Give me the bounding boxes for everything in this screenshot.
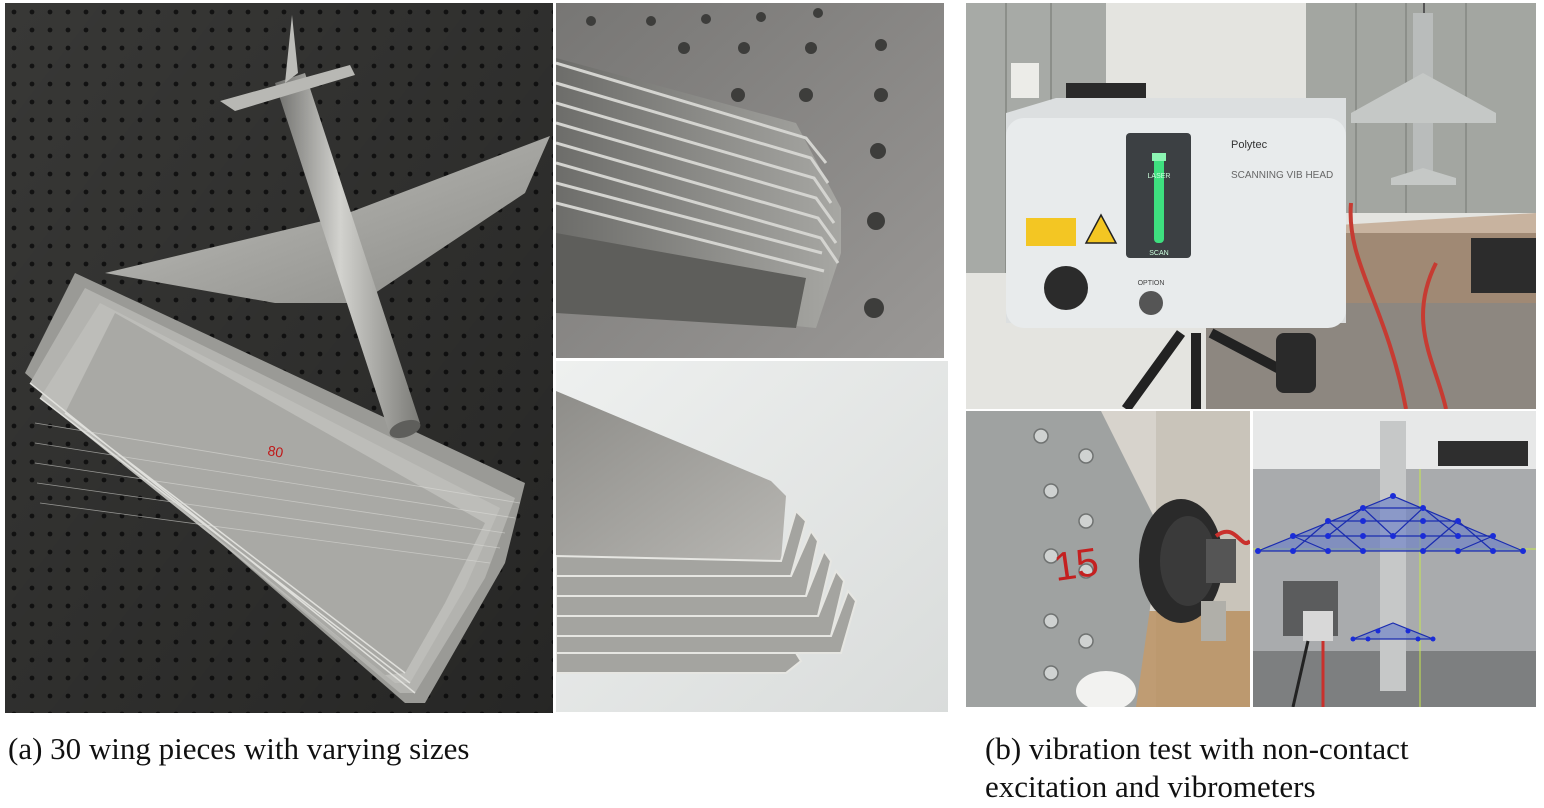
option-label: OPTION xyxy=(1138,280,1165,287)
photo-plates-closeup-top xyxy=(556,3,944,358)
measurement-grid-wing xyxy=(1255,493,1526,554)
wing-root-plate xyxy=(966,411,1161,707)
wing-model-hanging xyxy=(1351,3,1496,185)
caption-b-line2: excitation and vibrometers xyxy=(985,769,1316,804)
caption-b-line1: (b) vibration test with non-contact xyxy=(985,731,1409,766)
vibrometer-model: SCANNING VIB HEAD xyxy=(1231,170,1333,181)
fuselage-tube xyxy=(220,15,421,439)
caption-a: (a) 30 wing pieces with varying sizes xyxy=(8,731,470,766)
svg-text:80: 80 xyxy=(266,442,284,460)
stacked-wing-plates: 80 xyxy=(25,273,525,703)
shaker xyxy=(1139,499,1250,641)
photo-measurement-grid xyxy=(1253,411,1536,707)
swept-wing xyxy=(105,136,550,303)
plate-stack-edge xyxy=(556,391,858,674)
scanning-vibrometer-head: LASER SCAN Polytec SCANNING VIB HEAD OPT… xyxy=(1006,98,1346,328)
scan-label: SCAN xyxy=(1149,250,1168,257)
photo-vibrometer-setup: LASER SCAN Polytec SCANNING VIB HEAD OPT… xyxy=(966,3,1536,409)
photo-wing-pieces-main: 80 xyxy=(5,3,553,713)
photo-plates-closeup-bottom xyxy=(556,361,948,712)
number-15-marking: 15 xyxy=(1051,540,1101,590)
vibrometer-brand: Polytec xyxy=(1231,139,1268,151)
measurement-grid-tail xyxy=(1350,622,1436,642)
plate-stack xyxy=(556,58,841,328)
photo-shaker-closeup: 15 xyxy=(966,411,1250,707)
laser-label: LASER xyxy=(1148,173,1171,180)
